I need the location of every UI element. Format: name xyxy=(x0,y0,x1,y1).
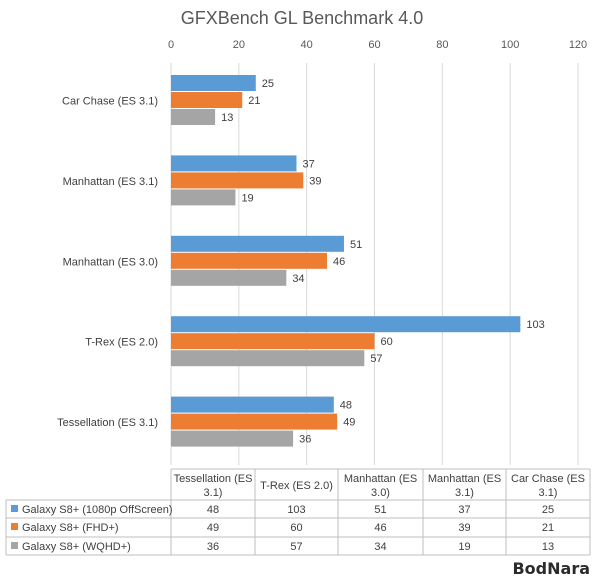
x-tick-label: 100 xyxy=(501,39,519,51)
table-header: Manhattan (ES xyxy=(428,473,501,485)
category-labels: Car Chase (ES 3.1) Manhattan (ES 3.1) Manh… xyxy=(57,96,158,430)
table-cell: 13 xyxy=(542,541,554,553)
table-cell: 48 xyxy=(207,504,219,516)
table-row-label: Galaxy S8+ (WQHD+) xyxy=(22,541,131,553)
category-label: T-Rex (ES 2.0) xyxy=(85,337,158,349)
bar xyxy=(171,396,334,413)
table-header: 3.1) xyxy=(539,487,558,499)
bar-value-label: 13 xyxy=(221,112,233,124)
bar xyxy=(171,109,216,125)
bar xyxy=(171,252,328,269)
category-label: Car Chase (ES 3.1) xyxy=(62,96,158,108)
chart-title: GFXBench GL Benchmark 4.0 xyxy=(181,8,423,28)
table-header: 3.1) xyxy=(455,487,474,499)
bar xyxy=(171,155,297,172)
x-tick-label: 120 xyxy=(569,39,587,51)
bar xyxy=(171,92,243,108)
x-tick-label: 20 xyxy=(233,39,245,51)
table-header: Tessellation (ES xyxy=(174,473,253,485)
table-header: Manhattan (ES xyxy=(344,473,417,485)
legend-swatch xyxy=(11,542,18,549)
bar-value-label: 37 xyxy=(302,158,314,170)
table-row-label: Galaxy S8+ (FHD+) xyxy=(22,522,119,534)
x-axis-ticks: 0 20 40 60 80 100 120 xyxy=(168,39,587,51)
bar xyxy=(171,316,521,333)
category-label: Manhattan (ES 3.0) xyxy=(63,256,158,268)
bar xyxy=(171,333,375,350)
bar-value-label: 21 xyxy=(248,95,260,107)
data-table: Tessellation (ES 3.1) T-Rex (ES 2.0) Manhat… xyxy=(5,468,591,556)
bar-value-label: 48 xyxy=(340,400,352,412)
bar xyxy=(171,235,344,252)
table-cell: 57 xyxy=(290,541,302,553)
table-header: T-Rex (ES 2.0) xyxy=(260,480,333,492)
category-label: Manhattan (ES 3.1) xyxy=(63,176,158,188)
bar-value-label: 19 xyxy=(241,192,253,204)
table-cell: 36 xyxy=(207,541,219,553)
table-cell: 49 xyxy=(207,522,219,534)
table-cell: 46 xyxy=(374,522,386,534)
x-tick-label: 40 xyxy=(301,39,313,51)
table-cell: 34 xyxy=(374,541,386,553)
bar xyxy=(171,430,294,447)
x-tick-label: 0 xyxy=(168,39,174,51)
bar-value-label: 60 xyxy=(381,336,393,348)
table-cell: 37 xyxy=(458,504,470,516)
bar xyxy=(171,350,365,367)
legend-swatch xyxy=(11,505,18,512)
bar-value-label: 51 xyxy=(350,239,362,251)
bar-value-label: 34 xyxy=(292,273,304,285)
table-cell: 39 xyxy=(458,522,470,534)
bar-value-label: 25 xyxy=(262,78,274,90)
bar-value-label: 46 xyxy=(333,256,345,268)
table-cell: 21 xyxy=(542,522,554,534)
bar-value-label: 57 xyxy=(370,353,382,365)
table-cell: 51 xyxy=(374,504,386,516)
table-header: 3.0) xyxy=(371,487,390,499)
bar xyxy=(171,172,304,189)
bar-value-label: 39 xyxy=(309,175,321,187)
bar-value-label: 36 xyxy=(299,434,311,446)
table-cell: 60 xyxy=(290,522,302,534)
bar xyxy=(171,269,287,286)
bar xyxy=(171,189,236,206)
table-cell: 103 xyxy=(287,504,305,516)
bar xyxy=(171,413,338,430)
table-cell: 25 xyxy=(542,504,554,516)
category-label: Tessellation (ES 3.1) xyxy=(57,417,158,429)
table-header: 3.1) xyxy=(204,487,223,499)
bar xyxy=(171,75,256,91)
legend-swatch xyxy=(11,523,18,530)
x-tick-label: 80 xyxy=(436,39,448,51)
x-tick-label: 60 xyxy=(368,39,380,51)
table-cell: 19 xyxy=(458,541,470,553)
bar-value-label: 103 xyxy=(526,319,544,331)
bar-value-label: 49 xyxy=(343,417,355,429)
table-row-label: Galaxy S8+ (1080p OffScreen) xyxy=(22,504,173,516)
watermark-logo: BodNara xyxy=(512,559,590,578)
table-header: Car Chase (ES xyxy=(511,473,585,485)
